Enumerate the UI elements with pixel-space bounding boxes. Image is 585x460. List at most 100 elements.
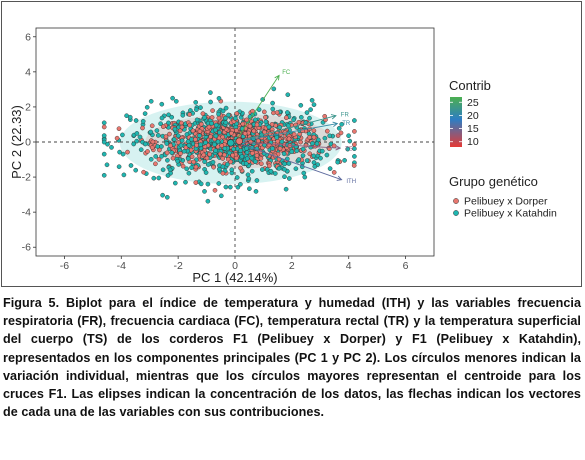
data-point [209, 121, 214, 126]
data-point [186, 142, 192, 148]
data-point [270, 146, 275, 151]
data-point [184, 166, 190, 172]
data-point [153, 154, 159, 159]
data-point [204, 155, 210, 161]
group-centroid [226, 139, 235, 147]
data-point [213, 122, 219, 128]
data-point [120, 132, 125, 138]
data-point [339, 121, 345, 127]
data-point [203, 170, 209, 175]
data-point [282, 161, 288, 167]
data-point [256, 107, 262, 112]
data-point [205, 162, 211, 167]
variable-vectors: FC FR TR TS ITH [234, 70, 356, 185]
data-point [266, 163, 272, 169]
data-point [227, 184, 233, 190]
group-legend: Grupo genético Pelibuey x DorperPelibuey… [449, 174, 557, 220]
data-point [346, 133, 351, 139]
data-point [170, 95, 175, 101]
data-point [324, 128, 330, 134]
data-point [293, 166, 299, 172]
data-point [216, 181, 222, 186]
data-point [101, 120, 107, 126]
data-point [200, 111, 206, 116]
data-point [153, 161, 158, 167]
data-point [193, 164, 199, 170]
y-tick-label: 2 [25, 101, 31, 113]
data-point [163, 134, 169, 139]
data-point [117, 149, 122, 155]
data-point [158, 121, 163, 127]
data-point [160, 192, 165, 198]
data-point [217, 130, 222, 135]
caption-label: Figura 5. [3, 296, 60, 310]
group-legend-key [453, 210, 459, 216]
data-point [134, 138, 140, 144]
y-tick-label: 4 [25, 66, 31, 78]
data-point [286, 176, 292, 181]
data-point [298, 102, 304, 108]
data-point [209, 115, 215, 120]
data-point [216, 111, 221, 117]
data-point [193, 99, 199, 105]
data-point [166, 112, 171, 118]
data-point [263, 114, 268, 120]
data-point [156, 157, 162, 162]
data-point [128, 163, 134, 168]
data-point [279, 139, 285, 145]
data-point [164, 141, 170, 146]
x-tick-label: 6 [403, 260, 409, 272]
data-point [244, 156, 250, 161]
data-point [197, 133, 202, 139]
data-point [291, 132, 297, 137]
data-point [300, 146, 306, 152]
data-point [270, 106, 276, 112]
data-point [101, 151, 107, 157]
data-point [178, 142, 184, 148]
data-point [154, 128, 160, 133]
data-point [322, 135, 328, 141]
vector-label: FR [341, 113, 350, 119]
data-point [101, 133, 107, 138]
data-point [294, 148, 300, 154]
data-point [301, 170, 307, 176]
data-point [175, 158, 180, 164]
data-point [310, 141, 315, 146]
biplot-chart: FC FR TR TS ITH -6 -4 -2 0 2 4 6 -6 -4 -2 0 2 4 6 PC 1 (… [9, 27, 557, 285]
data-point [133, 118, 139, 123]
data-point [116, 164, 122, 170]
data-point [216, 115, 222, 121]
y-tick-label: 6 [25, 31, 31, 43]
data-point [281, 151, 287, 157]
data-point [210, 159, 216, 165]
data-point [304, 110, 310, 115]
data-point [101, 172, 107, 178]
data-point [249, 168, 255, 174]
data-point [238, 181, 243, 187]
data-point [156, 175, 162, 181]
vector-arrow [234, 141, 341, 149]
figure-caption: Figura 5. Biplot para el índice de tempe… [3, 294, 581, 421]
vector-arrowhead [335, 145, 342, 151]
data-point [216, 95, 222, 101]
data-point [159, 153, 164, 159]
data-point [245, 172, 251, 178]
data-point [192, 137, 198, 142]
data-point [312, 164, 318, 169]
data-point [212, 142, 217, 147]
data-point [277, 124, 283, 130]
data-point [202, 115, 207, 120]
data-point [131, 141, 137, 147]
data-point [254, 122, 260, 128]
data-point [133, 167, 139, 173]
data-point [352, 146, 357, 152]
data-point [145, 149, 150, 154]
vector-arrow [234, 115, 337, 143]
data-point [109, 145, 114, 150]
data-point [127, 114, 133, 120]
data-point [142, 111, 148, 116]
data-point [194, 107, 199, 112]
data-point [276, 166, 282, 171]
data-point [218, 193, 224, 199]
